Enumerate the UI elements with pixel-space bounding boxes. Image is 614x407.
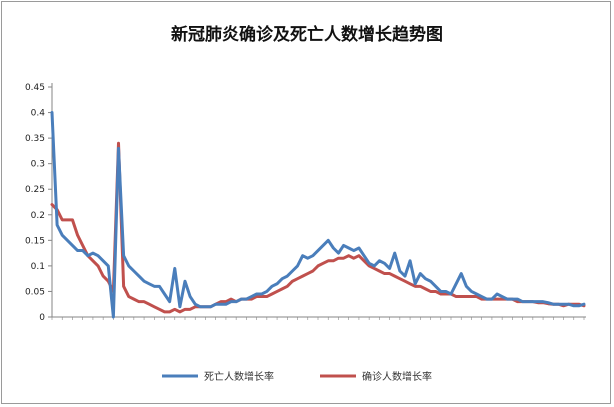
chart-legend: 死亡人数增长率 确诊人数增长率	[162, 370, 432, 383]
series-line-confirmed	[50, 141, 586, 314]
y-tick-label: 0.25	[25, 185, 45, 195]
y-tick-label: 0.35	[25, 134, 45, 144]
series-line-deaths	[50, 111, 586, 319]
y-tick-label: 0.4	[31, 109, 46, 119]
y-tick-label: 0.05	[25, 287, 45, 297]
plot-area: 0 0.05 0.1 0.15 0.2 0.25 0.3 0.35 0.4 0.45	[25, 83, 586, 323]
y-tick-label: 0.15	[25, 236, 45, 246]
legend-item-confirmed: 确诊人数增长率	[320, 370, 432, 383]
y-tick-label: 0	[39, 313, 45, 323]
y-tick-label: 0.45	[25, 83, 45, 93]
y-tick-label: 0.1	[31, 262, 45, 272]
legend-item-deaths: 死亡人数增长率	[162, 370, 274, 383]
y-tick-label: 0.3	[31, 160, 45, 170]
legend-label: 确诊人数增长率	[362, 370, 432, 383]
y-tick-label: 0.2	[31, 211, 45, 221]
chart-title: 新冠肺炎确诊及死亡人数增长趋势图	[171, 24, 443, 45]
legend-label: 死亡人数增长率	[204, 370, 274, 383]
